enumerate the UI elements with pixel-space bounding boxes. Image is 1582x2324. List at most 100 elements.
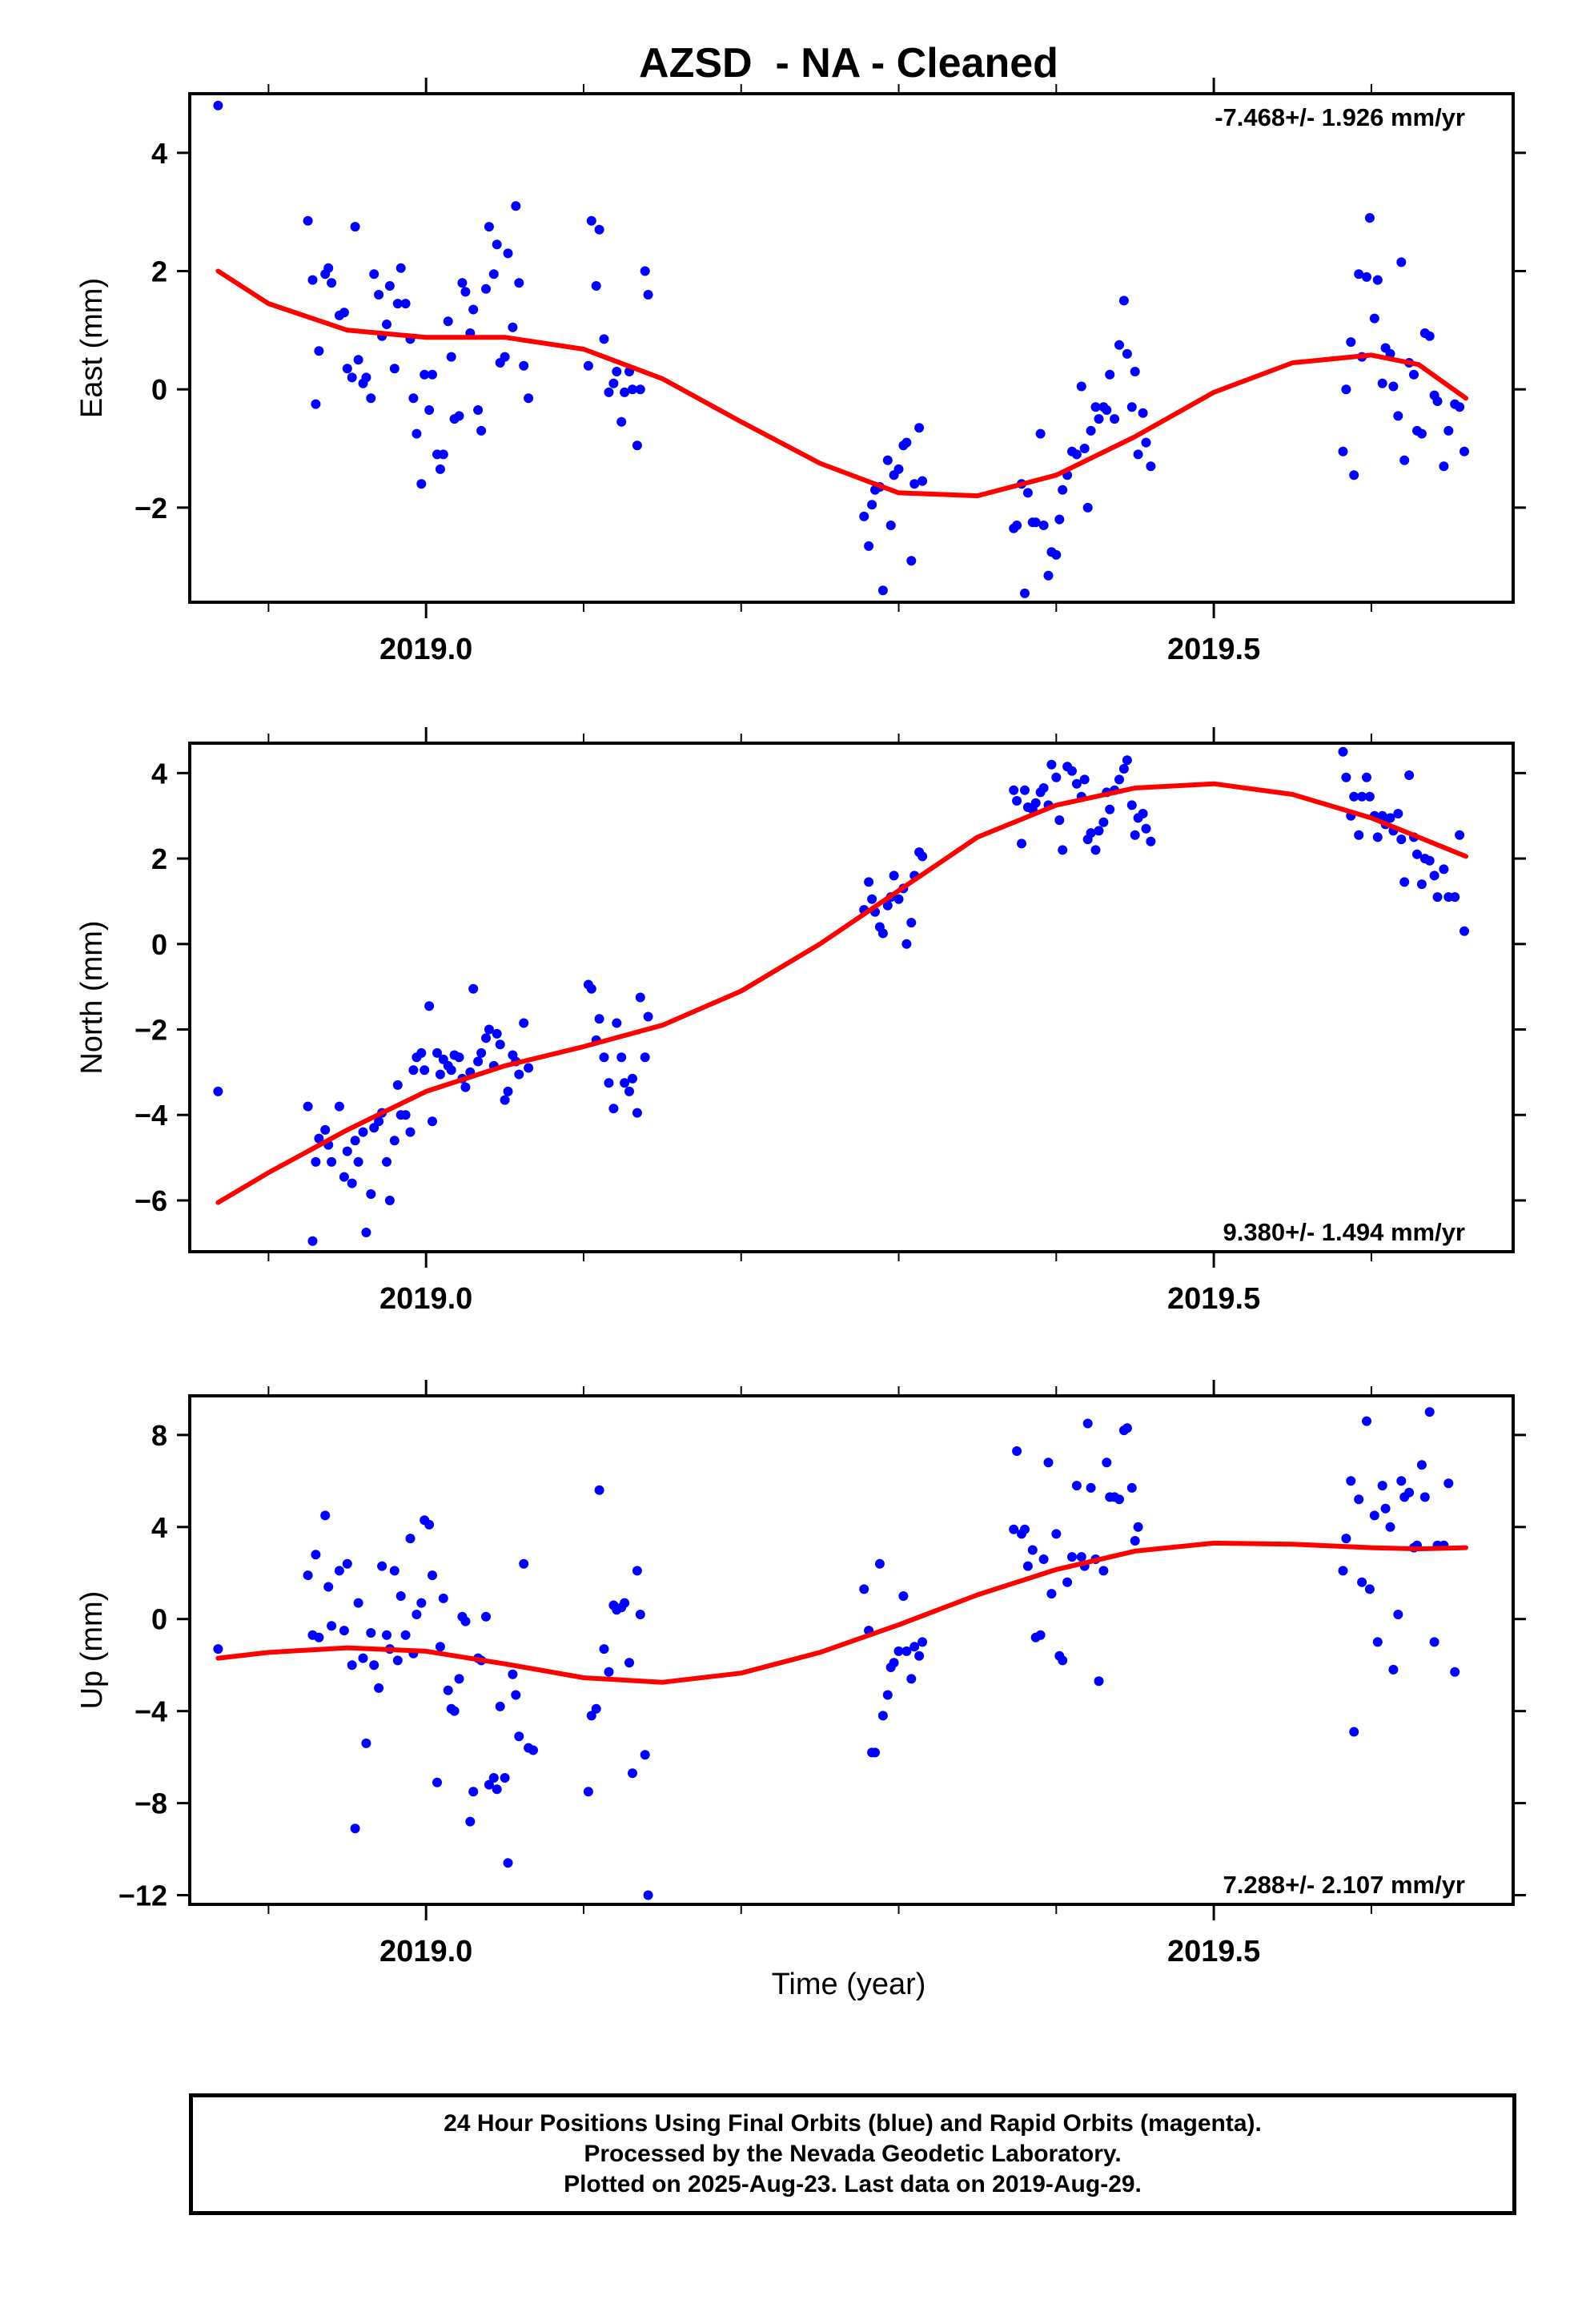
data-point xyxy=(1067,1552,1077,1562)
data-point xyxy=(1416,1460,1427,1470)
data-point xyxy=(1022,1561,1033,1571)
y-tick-label: −12 xyxy=(118,1880,167,1912)
data-point xyxy=(320,1510,331,1521)
data-point xyxy=(1404,770,1415,780)
plot-frame xyxy=(188,1394,1515,1906)
data-point xyxy=(1377,378,1387,388)
y-tick-label: 0 xyxy=(151,928,167,961)
data-point xyxy=(889,1658,899,1668)
data-point xyxy=(870,1747,880,1758)
data-point xyxy=(342,1146,352,1156)
data-point xyxy=(1102,405,1112,415)
data-point xyxy=(616,416,627,427)
plot-frame xyxy=(188,92,1515,604)
data-point xyxy=(864,541,874,551)
data-point xyxy=(624,1658,634,1668)
data-point xyxy=(604,1078,614,1088)
data-point xyxy=(1341,384,1351,395)
data-point xyxy=(416,479,427,489)
data-point xyxy=(524,1063,534,1073)
panel-east: 2019.0 2019.5 4 2 0 −2 East (mm) -7.468+/- 1.92… xyxy=(75,78,1526,666)
data-point xyxy=(1086,425,1096,436)
data-point xyxy=(438,1593,448,1603)
data-point xyxy=(303,215,313,226)
data-point xyxy=(311,1550,321,1560)
x-axis-label: Time (year) xyxy=(772,1968,926,2001)
data-point xyxy=(366,1189,376,1199)
y-tick-label: −8 xyxy=(135,1787,167,1820)
data-point xyxy=(1341,1534,1351,1544)
data-point xyxy=(1054,815,1065,826)
data-point xyxy=(1079,774,1090,785)
data-point xyxy=(635,992,645,1003)
data-point xyxy=(889,870,899,881)
data-point xyxy=(1396,1476,1407,1486)
data-point xyxy=(468,304,479,315)
data-point xyxy=(917,1637,928,1647)
data-point xyxy=(488,269,499,279)
data-point xyxy=(484,222,494,232)
data-point xyxy=(416,1047,427,1058)
data-point xyxy=(347,1660,357,1671)
data-point xyxy=(1038,521,1049,530)
y-tick-label: −4 xyxy=(135,1099,167,1132)
data-point xyxy=(1022,488,1033,498)
data-point xyxy=(514,1069,524,1080)
data-point xyxy=(1038,783,1049,793)
data-point xyxy=(1429,1637,1439,1647)
data-point xyxy=(1098,1566,1109,1576)
data-point xyxy=(1354,269,1364,279)
plot-frame xyxy=(188,742,1515,1253)
data-point xyxy=(620,1598,630,1608)
data-point xyxy=(1126,800,1137,810)
data-point xyxy=(586,1711,596,1721)
data-point xyxy=(901,939,912,949)
y-tick-label: −2 xyxy=(135,1014,167,1047)
data-point xyxy=(484,1779,494,1790)
data-point xyxy=(628,1768,637,1779)
data-point xyxy=(594,1014,604,1024)
data-point xyxy=(1388,381,1399,392)
data-point xyxy=(1388,1664,1399,1675)
data-point xyxy=(1082,1418,1093,1429)
data-point xyxy=(632,1108,642,1118)
data-point xyxy=(914,1651,925,1661)
data-point xyxy=(906,556,917,566)
data-point xyxy=(1399,877,1410,887)
data-point xyxy=(339,1626,349,1636)
panels-group: 2019.0 2019.5 4 2 0 −2 East (mm) -7.468+/- 1.92… xyxy=(75,78,1526,1968)
data-point xyxy=(612,1018,622,1028)
data-point xyxy=(1030,798,1041,808)
data-point xyxy=(1424,855,1435,866)
data-point xyxy=(1362,271,1371,282)
data-point xyxy=(400,1630,411,1640)
x-tick-label: 2019.5 xyxy=(1167,1935,1260,1968)
data-point xyxy=(468,1787,479,1797)
data-point xyxy=(1122,348,1132,359)
data-point xyxy=(1455,402,1465,412)
data-point xyxy=(1058,485,1068,495)
data-point xyxy=(1369,1510,1379,1521)
data-point xyxy=(1122,755,1132,766)
data-point xyxy=(594,224,604,235)
data-point xyxy=(377,1561,387,1571)
data-point xyxy=(492,1028,502,1039)
data-point xyxy=(374,1116,384,1127)
data-point xyxy=(446,352,456,362)
data-point xyxy=(314,1632,324,1642)
data-point xyxy=(1364,213,1375,223)
data-point xyxy=(1038,1554,1049,1564)
data-point xyxy=(361,1738,371,1748)
data-point xyxy=(1118,764,1129,774)
data-point xyxy=(1362,772,1371,782)
data-point xyxy=(369,1660,379,1671)
data-point xyxy=(893,1646,904,1656)
data-point xyxy=(635,384,645,395)
data-point xyxy=(1396,834,1407,845)
data-point xyxy=(635,1610,645,1619)
data-point xyxy=(917,851,928,862)
data-point xyxy=(628,1073,637,1084)
data-point xyxy=(400,299,411,309)
data-point xyxy=(882,1690,893,1700)
data-point xyxy=(1046,1589,1057,1599)
